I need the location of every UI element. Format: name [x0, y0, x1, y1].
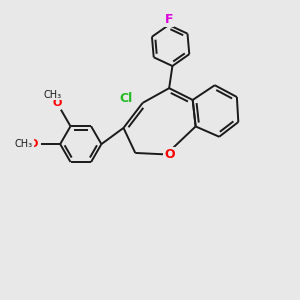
Text: O: O: [52, 98, 62, 107]
Text: F: F: [165, 13, 173, 26]
Text: O: O: [164, 148, 175, 161]
Text: Cl: Cl: [120, 92, 133, 105]
Text: O: O: [28, 139, 38, 149]
Text: CH₃: CH₃: [43, 90, 62, 100]
Text: CH₃: CH₃: [15, 139, 33, 149]
